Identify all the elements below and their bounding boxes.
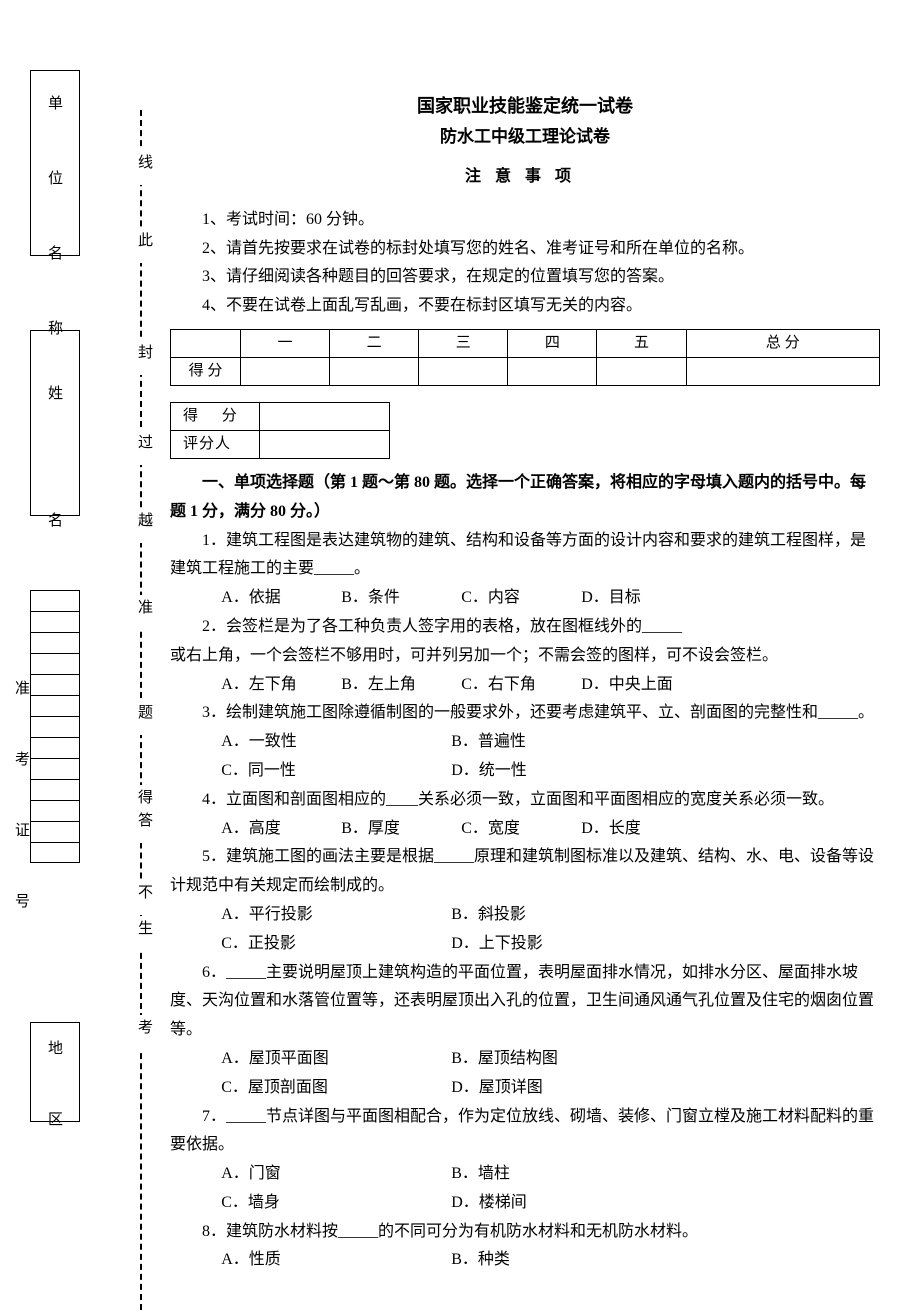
q3-opts: A．一致性B．普遍性 C．同一性D．统一性 (221, 728, 880, 786)
label-unit: 单 位 名 称 (40, 95, 67, 357)
q1: 1．建筑工程图是表达建筑物的建筑、结构和设备等方面的设计内容和要求的建筑工程图样… (170, 527, 880, 585)
inst-3: 3、请仔细阅读各种题目的回答要求，在规定的位置填写您的答案。 (170, 263, 880, 292)
dash-l9: 答 (130, 808, 157, 843)
score-table: 一 二 三 四 五 总 分 得 分 (170, 329, 880, 386)
dash-l3: 封 (130, 340, 157, 375)
q2-opts: A．左下角B．左上角C．右下角D．中央上面 (221, 671, 880, 700)
dash-l10: 不 (130, 880, 157, 915)
label-region: 地 区 (40, 1040, 67, 1146)
q3: 3．绘制建筑施工图除遵循制图的一般要求外，还要考虑建筑平、立、剖面图的完整性和_… (170, 699, 880, 728)
q6-opts: A．屋顶平面图B．屋顶结构图 C．屋顶剖面图D．屋顶详图 (221, 1045, 880, 1103)
subtitle: 防水工中级工理论试卷 (170, 122, 880, 153)
score-small-table: 得 分 评分人 (170, 402, 390, 459)
q4-opts: A．高度B．厚度C．宽度D．长度 (221, 815, 880, 844)
q4: 4．立面图和剖面图相应的____关系必须一致，立面图和平面图相应的宽度关系必须一… (170, 786, 880, 815)
label-name: 姓 名 (40, 385, 67, 575)
q8-opts: A．性质B．种类 (221, 1246, 880, 1275)
dash-l11: 生 (130, 916, 157, 951)
notice-heading: 注意事项 (170, 163, 880, 192)
q7: 7．_____节点详图与平面图相配合，作为定位放线、砌墙、装修、门窗立樘及施工材… (170, 1103, 880, 1161)
q2-cont: 或右上角，一个会签栏不够用时，可并列另加一个；不需会签的图样，可不设会签栏。 (170, 642, 880, 671)
q5: 5．建筑施工图的画法主要是根据_____原理和建筑制图标准以及建筑、结构、水、电… (170, 843, 880, 901)
inst-2: 2、请首先按要求在试卷的标封处填写您的姓名、准考证号和所在单位的名称。 (170, 235, 880, 264)
q8: 8．建筑防水材料按_____的不同可分为有机防水材料和无机防水材料。 (170, 1218, 880, 1247)
title: 国家职业技能鉴定统一试卷 (170, 90, 880, 122)
dash-l6: 准 (130, 595, 157, 630)
box-examno (30, 590, 80, 863)
label-examno: 准 考 证 号 (7, 680, 34, 928)
q1-opts: A．依据B．条件C．内容D．目标 (221, 584, 880, 613)
dash-l12: 考 (130, 1015, 157, 1050)
q7-opts: A．门窗B．墙柱 C．墙身D．楼梯间 (221, 1160, 880, 1218)
dash-l2: 此 (130, 228, 157, 263)
dash-l7: 题 (130, 700, 157, 735)
inst-4: 4、不要在试卷上面乱写乱画，不要在标封区填写无关的内容。 (170, 292, 880, 321)
section1-heading: 一、单项选择题（第 1 题～第 80 题。选择一个正确答案，将相应的字母填入题内… (170, 469, 880, 527)
inst-1: 1、考试时间：60 分钟。 (170, 206, 880, 235)
q6: 6．_____主要说明屋顶上建筑构造的平面位置，表明屋面排水情况，如排水分区、屋… (170, 959, 880, 1045)
dash-l4: 过 (130, 430, 157, 465)
q5-opts: A．平行投影B．斜投影 C．正投影D．上下投影 (221, 901, 880, 959)
dash-l5: 越 (130, 508, 157, 543)
q2: 2．会签栏是为了各工种负责人签字用的表格，放在图框线外的_____ (170, 613, 880, 642)
dash-l1: 线 (130, 150, 157, 185)
